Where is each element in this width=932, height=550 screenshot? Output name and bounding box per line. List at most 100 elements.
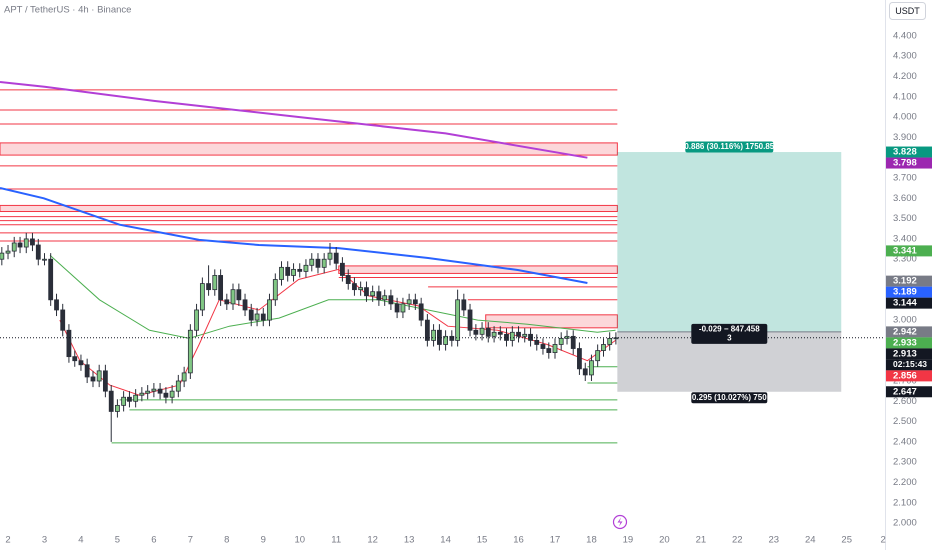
candle-body xyxy=(23,238,29,248)
candle-body xyxy=(139,392,145,396)
x-tick-label: 18 xyxy=(586,535,597,546)
candle-body xyxy=(272,279,278,301)
candle-body xyxy=(412,299,418,305)
candle-body xyxy=(589,360,594,376)
y-tick-label: 2.000 xyxy=(893,518,917,529)
y-tick-label: 3.900 xyxy=(893,132,917,143)
price-tag xyxy=(886,326,932,338)
candle-body xyxy=(546,348,552,353)
candle-body xyxy=(358,287,364,291)
zone xyxy=(485,314,618,329)
y-tick-label: 2.400 xyxy=(893,436,917,447)
candle-body xyxy=(212,275,218,291)
candle-body xyxy=(230,289,236,305)
x-tick-label: 12 xyxy=(367,535,378,546)
candle-body xyxy=(455,299,461,341)
candle-body xyxy=(291,268,296,276)
candle-body xyxy=(558,337,564,345)
candle-body xyxy=(491,331,497,337)
center-label-box xyxy=(691,323,768,344)
x-tick-label: 15 xyxy=(477,535,488,546)
candle-body xyxy=(345,275,351,284)
candle-body xyxy=(467,309,473,331)
x-tick-label: 25 xyxy=(841,535,852,546)
candle-body xyxy=(333,252,339,264)
candle-body xyxy=(181,372,187,382)
y-tick-label: 3.300 xyxy=(893,254,917,265)
y-tick-label: 3.000 xyxy=(893,315,917,326)
y-tick-label: 3.600 xyxy=(893,193,917,204)
candle-body xyxy=(199,283,205,311)
candle-body xyxy=(340,262,345,276)
candle-body xyxy=(485,327,491,337)
candle-body xyxy=(127,396,132,402)
x-tick-label: 22 xyxy=(732,535,743,546)
indicator-line xyxy=(0,81,588,159)
candle-body xyxy=(121,396,127,406)
price-tag-label: 2.913 xyxy=(893,348,917,359)
currency-button[interactable] xyxy=(889,2,926,20)
candle-body xyxy=(352,283,357,291)
candle-body xyxy=(54,299,59,311)
price-tag-label: 3.144 xyxy=(893,298,917,309)
candle-body xyxy=(60,309,66,331)
center-label: 3 xyxy=(727,333,732,342)
candle-body xyxy=(601,344,606,351)
candle-body xyxy=(157,388,163,394)
y-tick-label: 2.200 xyxy=(893,477,917,488)
currency-label[interactable]: USDT xyxy=(895,6,920,16)
candle-body xyxy=(17,242,23,248)
x-tick-label: 16 xyxy=(513,535,524,546)
candle-body xyxy=(194,309,199,331)
candle-body xyxy=(570,335,576,349)
zone xyxy=(0,142,618,156)
candle-body xyxy=(376,291,382,301)
y-tick-label: 4.400 xyxy=(893,30,917,41)
candle-body xyxy=(431,329,436,341)
x-tick-label: 8 xyxy=(224,535,229,546)
candle-body xyxy=(30,238,35,246)
x-tick-label: 21 xyxy=(696,535,707,546)
x-tick-label: 9 xyxy=(261,535,266,546)
candle-body xyxy=(479,327,485,335)
candle-body xyxy=(406,299,412,305)
candle-body xyxy=(540,344,546,349)
candle-body xyxy=(254,313,260,321)
x-tick-label: 24 xyxy=(805,535,816,546)
y-tick-label: 3.400 xyxy=(893,233,917,244)
candle-body xyxy=(42,258,47,261)
candle-body xyxy=(522,333,528,337)
x-tick-label: 4 xyxy=(78,535,83,546)
candle-body xyxy=(461,299,467,311)
candle-body xyxy=(78,360,84,366)
candle-body xyxy=(163,392,169,398)
replay-icon[interactable] xyxy=(612,514,628,530)
candle-body xyxy=(509,331,515,341)
candle-body xyxy=(206,283,211,291)
candle-body xyxy=(607,337,613,345)
countdown-box xyxy=(886,359,932,371)
price-tag-label: 2.933 xyxy=(893,337,917,348)
price-tag-label: 3.189 xyxy=(893,287,917,298)
plot-area xyxy=(0,81,885,444)
price-tag xyxy=(886,370,932,382)
x-tick-label: 20 xyxy=(659,535,670,546)
candle-body xyxy=(224,299,230,305)
candle-body xyxy=(218,275,224,301)
countdown: 02:15:43 xyxy=(893,359,927,369)
candle-body xyxy=(175,380,181,392)
y-tick-label: 2.500 xyxy=(893,416,917,427)
candle-body xyxy=(285,266,291,276)
candle-body xyxy=(236,289,242,301)
price-tag xyxy=(886,286,932,298)
stop-label-box xyxy=(691,392,768,404)
price-tag-label: 2.942 xyxy=(893,326,917,337)
candle-body xyxy=(84,364,90,378)
candle-body xyxy=(11,242,17,252)
symbol-title: APT / TetherUS · 4h · Binance xyxy=(4,5,131,16)
candle-body xyxy=(552,344,558,353)
price-tag xyxy=(886,348,932,360)
price-tag xyxy=(886,157,932,169)
candle-body xyxy=(449,335,455,341)
